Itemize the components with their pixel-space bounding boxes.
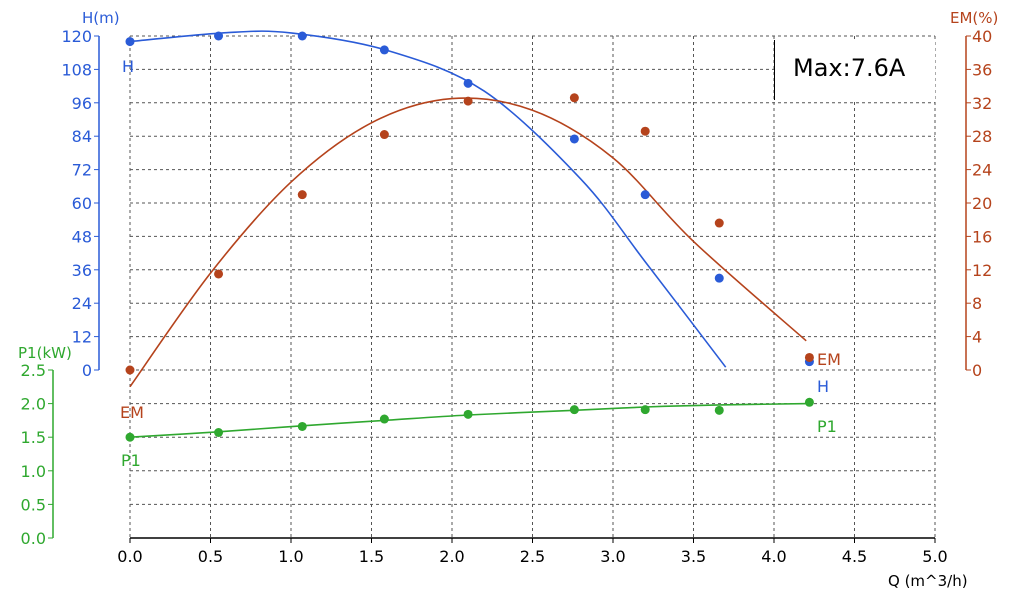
p1-point [297,421,307,431]
x-tick-label: 4.5 [842,547,867,566]
em-point [125,365,135,375]
em-tick-label: 36 [972,60,992,79]
p1-tick-label: 2.5 [21,361,46,380]
em-point [569,93,579,103]
h-tick-label: 72 [72,161,92,180]
x-tick-label: 4.0 [761,547,786,566]
x-tick-label: 1.0 [278,547,303,566]
p1-tick-label: 2.0 [21,395,46,414]
p1-tick-label: 1.0 [21,462,46,481]
h-point [214,31,224,41]
em-end-tag: EM [817,350,841,369]
x-tick-label: 0.5 [198,547,223,566]
p1-point [463,409,473,419]
em-start-tag: EM [120,403,144,422]
p1-tick-label: 0.5 [21,495,46,514]
p1-tick-label: 0.0 [21,529,46,548]
max-current-annotation: Max:7.6A [774,40,935,100]
x-tick-label: 5.0 [922,547,947,566]
p1-tick-label: 1.5 [21,428,46,447]
max-current-label: Max:7.6A [793,54,906,82]
em-tick-label: 28 [972,127,992,146]
x-tick-label: 2.5 [520,547,545,566]
em-point [714,218,724,228]
em-axis-title: EM(%) [950,9,998,27]
em-point [379,130,389,140]
h-tick-label: 108 [61,60,92,79]
h-tick-label: 12 [72,328,92,347]
p1-point [569,405,579,415]
p1-start-tag: P1 [121,451,141,470]
series-points [125,31,814,442]
h-tick-label: 84 [72,127,92,146]
h-point [569,134,579,144]
x-tick-label: 3.0 [600,547,625,566]
em-tick-label: 20 [972,194,992,213]
h-end-tag: H [817,377,829,396]
h-start-tag: H [122,57,134,76]
h-point [463,78,473,88]
series-curves [129,30,810,438]
p1-point [714,405,724,415]
h-curve [129,30,727,368]
em-point [297,190,307,200]
h-point [125,37,135,47]
h-tick-label: 36 [72,261,92,280]
h-point [379,45,389,55]
p1-point [125,432,135,442]
h-tick-label: 60 [72,194,92,213]
x-axis-title: Q (m^3/h) [888,572,968,590]
p1-point [640,405,650,415]
p1-end-tag: P1 [817,417,837,436]
em-curve [129,97,807,388]
h-tick-label: 120 [61,27,92,46]
p1-point [214,427,224,437]
em-point [640,126,650,136]
em-tick-label: 0 [972,361,982,380]
tick-labels: 0.0 0.5 1.0 1.5 2.0 2.5 3.0 3.5 4.0 4.5 5.0 0 12 24 36… [21,27,993,566]
p1-curve [129,402,810,438]
h-tick-label: 96 [72,94,92,113]
h-point [640,190,650,200]
em-tick-label: 16 [972,227,992,246]
em-point [804,352,814,362]
x-tick-label: 2.0 [439,547,464,566]
h-axis-title: H(m) [82,9,120,27]
p1-axis-title: P1(kW) [18,344,72,362]
x-tick-label: 1.5 [359,547,384,566]
em-point [214,269,224,279]
em-tick-label: 32 [972,94,992,113]
p1-point [379,414,389,424]
p1-point [804,397,814,407]
x-tick-label: 3.5 [681,547,706,566]
em-tick-label: 12 [972,261,992,280]
h-tick-label: 0 [82,361,92,380]
h-tick-label: 24 [72,294,92,313]
h-point [714,273,724,283]
grid [129,35,936,539]
series-tags: H H EM EM P1 P1 [120,57,841,470]
em-tick-label: 8 [972,294,982,313]
em-tick-label: 40 [972,27,992,46]
x-tick-label: 0.0 [117,547,142,566]
em-point [463,96,473,106]
em-tick-label: 24 [972,161,992,180]
em-tick-label: 4 [972,328,982,347]
h-tick-label: 48 [72,227,92,246]
axes [52,36,967,539]
h-point [297,31,307,41]
